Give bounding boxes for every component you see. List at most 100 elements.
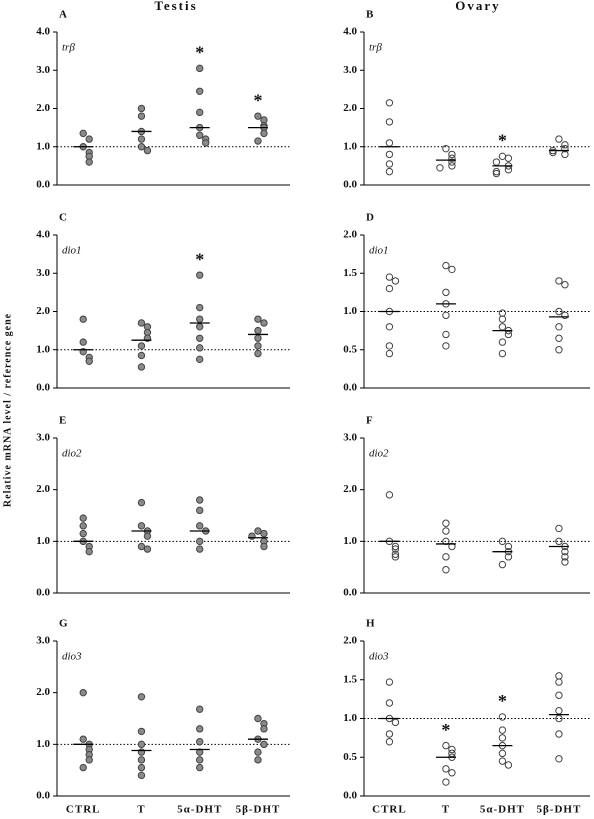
data-point [448,154,456,162]
data-point [254,349,262,358]
y-tick-label: 0.0 [343,382,357,394]
data-point [196,763,204,772]
y-tick-label: 0.0 [36,382,50,394]
data-point [196,303,204,312]
y-tick-label: 3.0 [36,635,50,647]
data-point [504,553,513,561]
significance-mark: * [195,42,204,62]
data-point [561,311,569,320]
data-point [555,135,563,143]
y-tick-label: 2.0 [343,483,357,495]
data-point [498,315,507,323]
data-point [196,522,204,530]
data-point [555,678,563,686]
gene-label: dio2 [62,448,82,460]
data-point [85,547,93,556]
data-point [385,273,394,281]
gene-label: dio3 [62,651,82,663]
y-tick-label: 3.0 [36,432,50,444]
data-point [79,688,87,697]
y-tick-label: 2.0 [343,102,357,114]
y-tick-label: 1.0 [343,305,357,317]
y-tick-label: 3.0 [36,64,50,76]
data-point [260,319,268,327]
y-tick-label: 0.0 [343,587,357,599]
data-point [137,522,146,530]
data-point [254,112,262,120]
data-point [498,537,507,546]
data-point [248,532,256,540]
y-tick-label: 2.0 [36,102,50,114]
data-point [137,135,146,143]
data-point [143,532,152,540]
data-point [448,749,456,758]
data-point [196,87,204,95]
data-point [137,498,146,507]
data-point [385,150,394,159]
data-point [448,158,456,166]
data-point [254,527,262,535]
data-point [555,730,563,738]
data-point [196,344,204,352]
data-point [196,315,204,323]
data-point [385,349,394,358]
data-point [260,725,268,733]
data-point [137,756,146,764]
data-point [442,765,450,773]
gene-label: dio3 [369,651,389,663]
data-point [448,769,456,777]
data-point [391,277,400,285]
data-point [442,311,450,320]
gene-label: dio2 [369,448,389,460]
data-point [555,714,563,723]
data-point [498,338,507,346]
data-point [555,524,563,533]
y-tick-label: 4.0 [36,26,50,38]
y-tick-label: 3.0 [36,267,50,279]
data-point [79,338,87,346]
data-point [385,678,394,686]
data-point [196,545,204,553]
data-point [85,756,93,764]
data-point [555,334,563,342]
data-point [442,144,450,153]
data-point [85,135,93,143]
data-point [436,164,444,172]
data-point [391,542,400,551]
column-title: Testis [154,0,197,13]
data-point [504,542,513,551]
data-point [448,162,456,170]
y-tick-label: 2.0 [36,305,50,317]
panel-label: C [59,212,67,224]
panel-label: F [366,415,373,427]
data-point [504,154,513,162]
data-point [260,542,268,551]
data-point [254,342,262,350]
data-point [498,323,507,331]
panel-label: A [59,9,67,21]
y-tick-label: 1.0 [36,535,50,547]
data-point [137,342,146,350]
y-tick-label: 0.5 [343,343,357,355]
data-point [196,537,204,546]
data-point [196,705,204,713]
data-point [254,748,262,756]
data-point [561,141,569,149]
data-point [196,355,204,364]
data-point [391,553,400,561]
data-point [79,763,87,772]
data-point [504,166,513,174]
data-point [260,740,268,749]
data-point [196,64,204,73]
data-point [498,713,507,721]
data-point [85,357,93,365]
data-point [385,699,394,707]
data-point [385,491,394,499]
data-point [385,738,394,746]
data-point [442,288,450,297]
data-point [137,693,146,701]
data-point [79,529,87,538]
data-point [504,761,513,769]
data-point [549,148,557,157]
